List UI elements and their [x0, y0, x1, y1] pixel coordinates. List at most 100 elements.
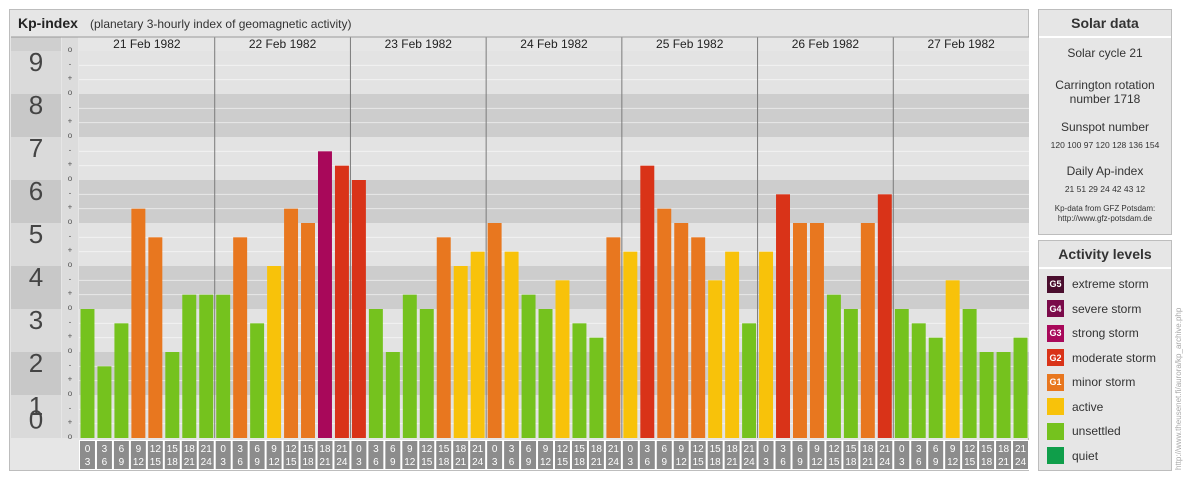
- interval-start-label: 6: [797, 444, 803, 455]
- day-label: 26 Feb 1982: [792, 37, 860, 51]
- kp-bar: [267, 266, 282, 438]
- kp-bar: [80, 309, 95, 438]
- interval-cell: [877, 441, 893, 469]
- interval-end-label: 18: [438, 457, 450, 468]
- kp-bar: [538, 309, 553, 438]
- y-subtick-label: -: [69, 231, 72, 240]
- interval-start-label: 12: [150, 444, 162, 455]
- interval-end-label: 24: [879, 457, 891, 468]
- interval-end-label: 9: [526, 457, 532, 468]
- y-subtick-label: -: [69, 274, 72, 283]
- interval-cell: [402, 441, 418, 469]
- interval-end-label: 3: [763, 457, 769, 468]
- interval-end-label: 9: [797, 457, 803, 468]
- interval-cell: [453, 441, 469, 469]
- interval-start-label: 15: [438, 444, 450, 455]
- legend-item-severe-storm: G4 severe storm: [1047, 299, 1141, 319]
- kp-bar: [691, 237, 706, 438]
- interval-cell: [147, 441, 163, 469]
- legend-label: unsettled: [1072, 424, 1121, 438]
- interval-start-label: 3: [237, 444, 243, 455]
- interval-cell: [1013, 441, 1028, 469]
- legend-swatch: [1047, 398, 1064, 415]
- interval-end-label: 3: [492, 457, 498, 468]
- interval-cell: [894, 441, 910, 469]
- y-subtick-label: -: [69, 403, 72, 412]
- interval-start-label: 6: [933, 444, 939, 455]
- kp-bar: [385, 352, 400, 438]
- interval-end-label: 18: [981, 457, 993, 468]
- interval-start-label: 18: [727, 444, 739, 455]
- interval-end-label: 6: [645, 457, 651, 468]
- interval-cell: [996, 441, 1012, 469]
- interval-start-label: 0: [356, 444, 362, 455]
- kp-bar: [911, 323, 926, 438]
- interval-end-label: 21: [455, 457, 467, 468]
- interval-end-label: 18: [845, 457, 857, 468]
- y-tick-label: 0: [29, 405, 43, 435]
- y-subtick-label: -: [69, 102, 72, 111]
- kp-bar: [284, 208, 299, 438]
- interval-start-label: 18: [319, 444, 331, 455]
- interval-cell: [317, 441, 333, 469]
- kp-bar: [589, 337, 604, 438]
- interval-cell: [249, 441, 265, 469]
- interval-cell: [436, 441, 452, 469]
- kp-bar: [148, 237, 163, 438]
- kp-bar: [877, 194, 892, 438]
- y-subtick-label: o: [68, 432, 73, 441]
- y-axis-band: [11, 266, 61, 309]
- day-label: 25 Feb 1982: [656, 37, 724, 51]
- interval-cell: [113, 441, 129, 469]
- kp-bar: [606, 237, 621, 438]
- legend-swatch: G3: [1047, 324, 1064, 342]
- interval-start-label: 15: [845, 444, 857, 455]
- kp-bar: [759, 251, 774, 438]
- interval-cell: [470, 441, 486, 469]
- interval-start-label: 21: [1015, 444, 1027, 455]
- interval-start-label: 15: [302, 444, 314, 455]
- legend-item-active: active: [1047, 397, 1103, 417]
- interval-end-label: 15: [693, 457, 705, 468]
- y-subtick-label: -: [69, 145, 72, 154]
- kp-bar: [114, 323, 129, 438]
- legend-swatch: [1047, 422, 1064, 440]
- kp-bar: [233, 237, 248, 438]
- kp-band: [79, 94, 1029, 137]
- interval-cell: [911, 441, 927, 469]
- interval-cell: [351, 441, 367, 469]
- interval-end-label: 24: [1015, 457, 1027, 468]
- interval-start-label: 21: [879, 444, 891, 455]
- interval-end-label: 3: [220, 457, 226, 468]
- interval-end-label: 12: [811, 457, 823, 468]
- interval-end-label: 3: [628, 457, 634, 468]
- solar-data-panel: Solar data Solar cycle 21 Carrington rot…: [1038, 9, 1172, 235]
- interval-end-label: 12: [404, 457, 416, 468]
- kp-bar: [572, 323, 587, 438]
- interval-start-label: 21: [336, 444, 348, 455]
- kp-bar: [843, 309, 858, 438]
- interval-start-label: 0: [492, 444, 498, 455]
- kp-bar: [368, 309, 383, 438]
- interval-end-label: 9: [119, 457, 125, 468]
- interval-end-label: 24: [608, 457, 620, 468]
- interval-end-label: 18: [710, 457, 722, 468]
- legend-item-quiet: quiet: [1047, 446, 1098, 466]
- interval-cell: [843, 441, 859, 469]
- y-tick-label: 1: [29, 391, 43, 421]
- interval-start-label: 21: [744, 444, 756, 455]
- source-link[interactable]: http://www.gfz-potsdam.de: [1057, 214, 1153, 223]
- interval-end-label: 9: [933, 457, 939, 468]
- legend-label: minor storm: [1072, 375, 1136, 389]
- interval-start-label: 9: [543, 444, 549, 455]
- interval-end-label: 6: [780, 457, 786, 468]
- kp-band: [79, 51, 1029, 94]
- interval-cell: [130, 441, 146, 469]
- kp-bar: [470, 251, 485, 438]
- interval-cell: [622, 441, 638, 469]
- kp-bar: [928, 337, 943, 438]
- interval-end-label: 21: [319, 457, 331, 468]
- interval-end-label: 6: [373, 457, 379, 468]
- interval-end-label: 9: [254, 457, 260, 468]
- interval-start-label: 12: [828, 444, 840, 455]
